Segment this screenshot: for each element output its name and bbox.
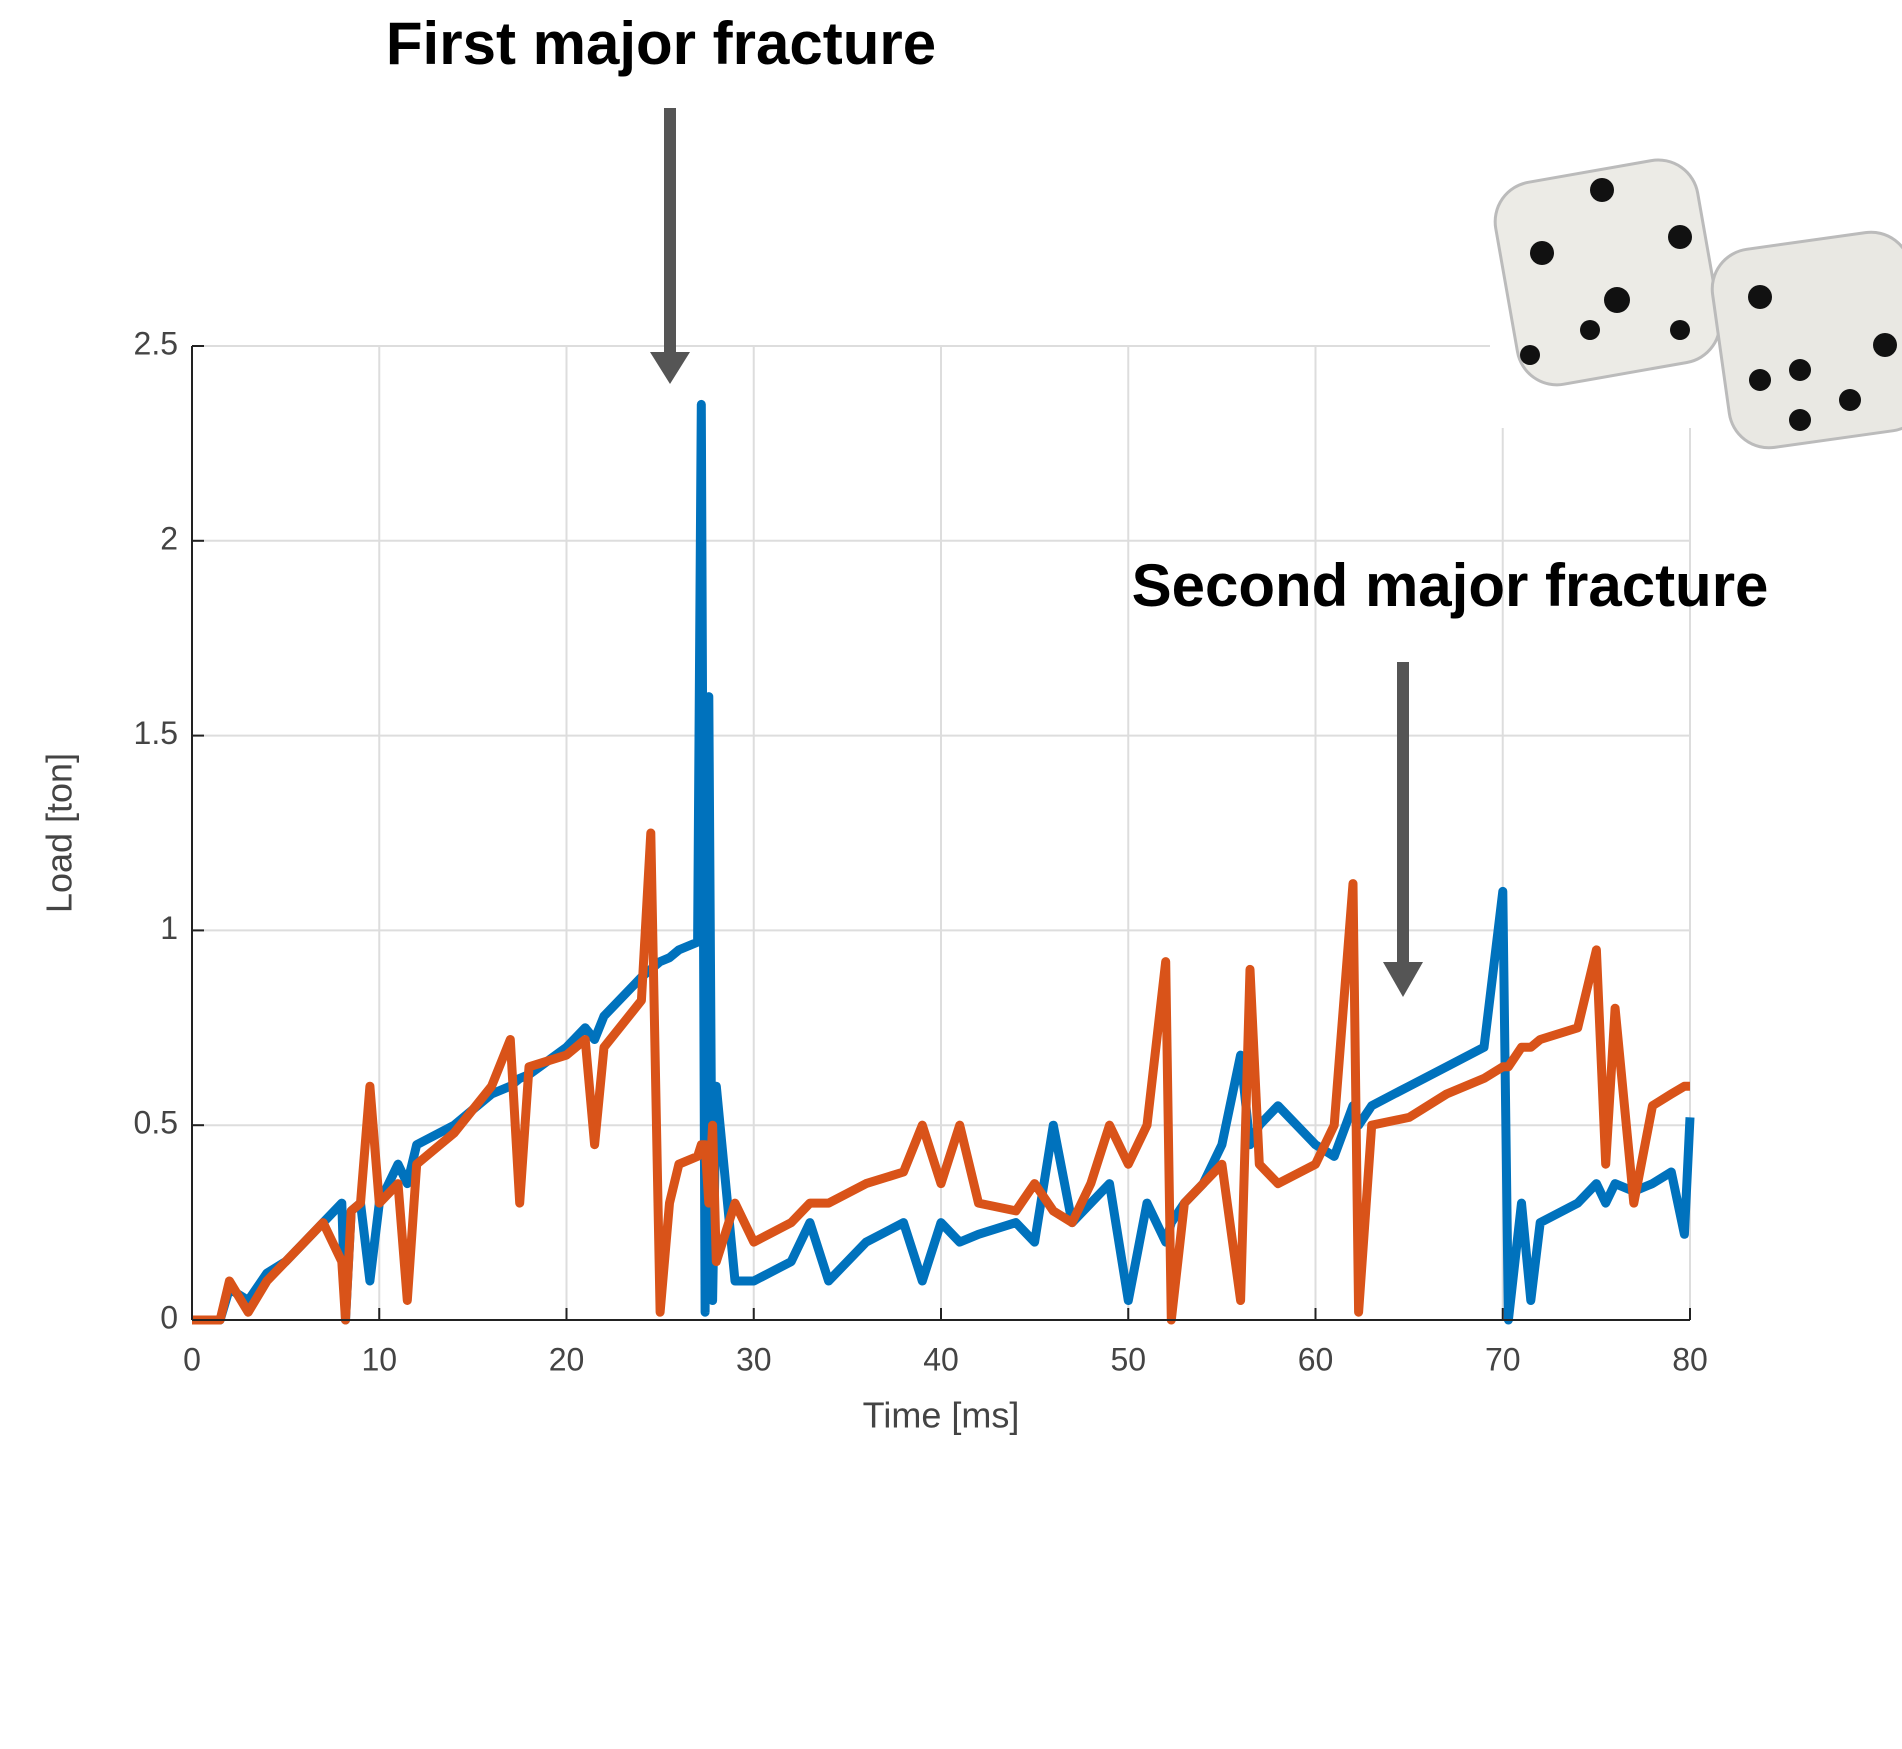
y-axis-label: Load [ton] xyxy=(39,753,80,913)
x-tick-label: 10 xyxy=(361,1341,397,1377)
dice xyxy=(1493,158,1902,450)
y-tick-label: 2.5 xyxy=(134,325,178,361)
x-tick-label: 80 xyxy=(1672,1341,1708,1377)
die xyxy=(1493,158,1722,387)
die xyxy=(1710,230,1902,450)
x-axis-label: Time [ms] xyxy=(863,1395,1020,1436)
die-pips xyxy=(1520,178,1897,431)
arrow-shaft xyxy=(664,108,676,358)
y-tick-label: 1 xyxy=(160,910,178,946)
x-tick-label: 70 xyxy=(1485,1341,1521,1377)
annotation: Second major fracture xyxy=(1132,552,1769,619)
annotation: First major fracture xyxy=(386,10,936,77)
data-line xyxy=(192,828,1690,1325)
data-line xyxy=(192,399,1695,1325)
y-tick-label: 0 xyxy=(160,1299,178,1335)
arrow-head xyxy=(650,352,690,384)
y-tick-label: 1.5 xyxy=(134,715,178,751)
y-tick-label: 2 xyxy=(160,520,178,556)
x-tick-label: 30 xyxy=(736,1341,772,1377)
x-tick-label: 50 xyxy=(1110,1341,1146,1377)
x-tick-label: 20 xyxy=(549,1341,585,1377)
arrow-head xyxy=(1383,962,1423,997)
arrow-shaft xyxy=(1397,662,1409,972)
x-tick-label: 0 xyxy=(183,1341,201,1377)
y-tick-label: 0.5 xyxy=(134,1105,178,1141)
x-tick-label: 40 xyxy=(923,1341,959,1377)
x-tick-label: 60 xyxy=(1298,1341,1334,1377)
